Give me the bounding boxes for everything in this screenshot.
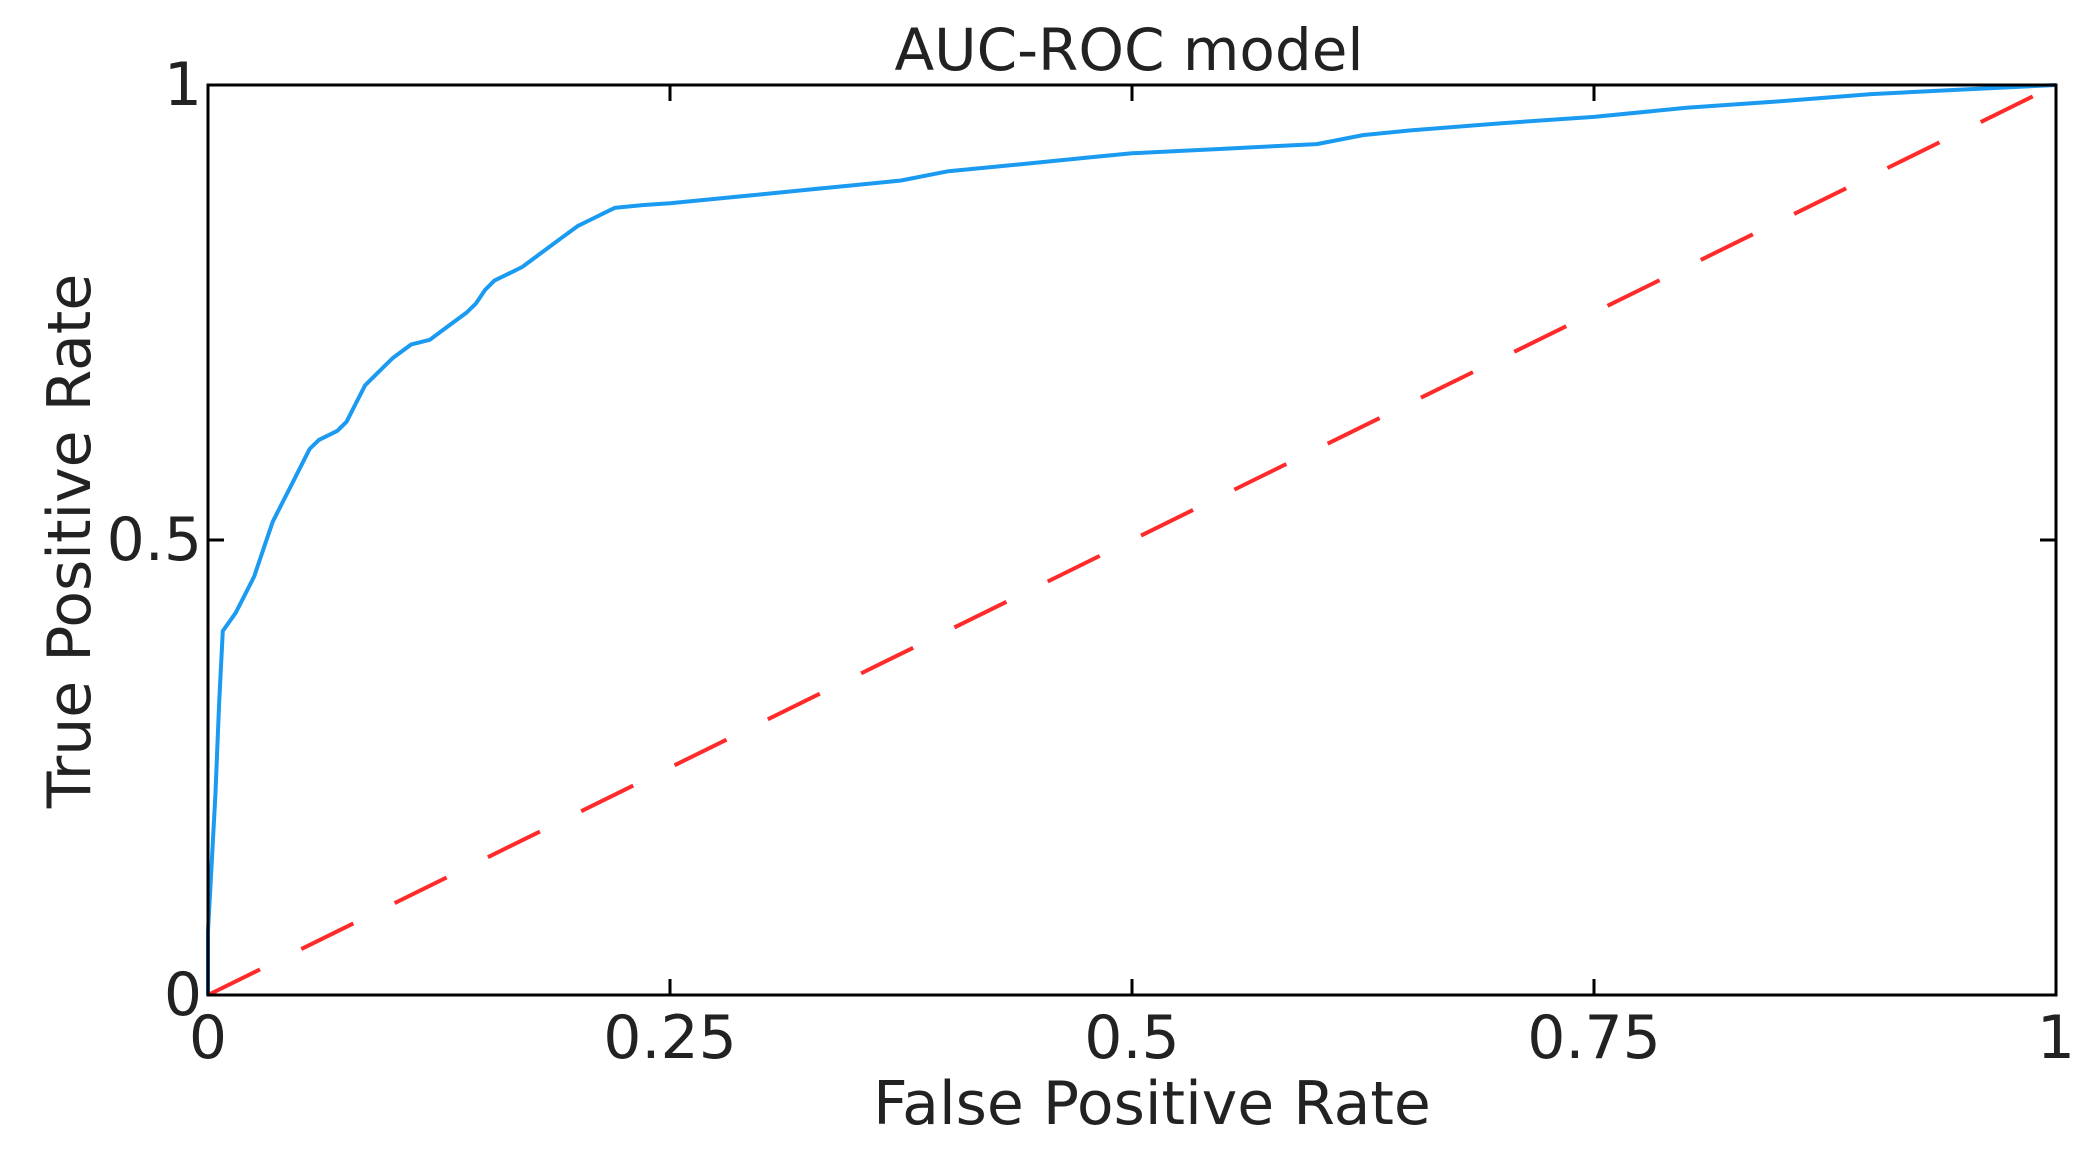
chart-title: AUC-ROC model	[894, 16, 1363, 84]
ticks-layer: 0 0.25 0.5 0.75 1 0 0.5 1	[107, 50, 2076, 1073]
y-tick-label: 1	[164, 50, 202, 120]
x-tick-label: 1	[2037, 1003, 2075, 1073]
y-tick-label: 0	[164, 960, 202, 1030]
x-tick-label: 0.25	[603, 1003, 737, 1073]
series-layer	[206, 83, 2057, 997]
y-tick-label: 0.5	[107, 505, 202, 575]
x-tick-label: 0	[189, 1003, 227, 1073]
roc-curve-line	[206, 83, 2057, 995]
plot-frame	[206, 83, 2058, 997]
y-axis-label: True Positive Rate	[35, 274, 105, 809]
x-tick-label: 0.75	[1527, 1003, 1661, 1073]
random-classifier-line	[207, 83, 2057, 997]
x-tick-label: 0.5	[1084, 1003, 1179, 1073]
x-axis-label: False Positive Rate	[873, 1069, 1431, 1139]
